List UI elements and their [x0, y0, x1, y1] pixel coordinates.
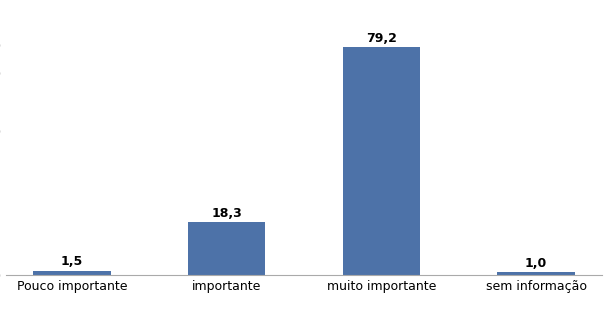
- Bar: [33, 270, 111, 275]
- Bar: [343, 47, 420, 275]
- Text: 1,5: 1,5: [61, 255, 83, 268]
- Bar: [497, 272, 575, 275]
- Bar: [188, 222, 265, 275]
- Text: 18,3: 18,3: [211, 207, 242, 220]
- Text: 1,0: 1,0: [525, 257, 547, 270]
- Text: 79,2: 79,2: [366, 32, 397, 45]
